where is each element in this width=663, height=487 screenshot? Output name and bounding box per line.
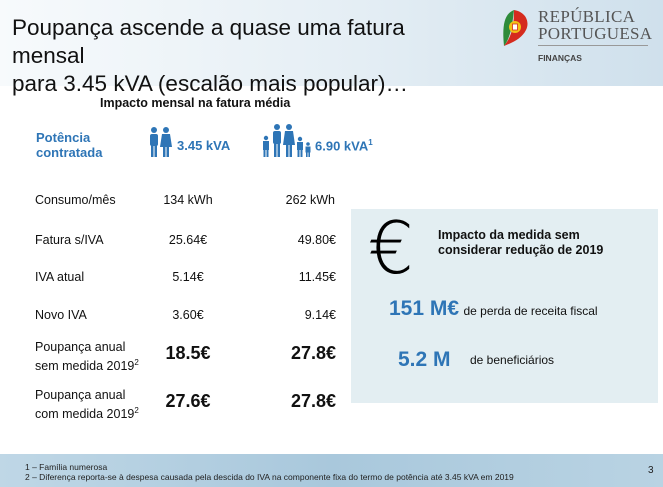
kva-6-90-label: 6.90 kVA1 — [315, 138, 373, 154]
fatura-3-45: 25.64€ — [168, 233, 208, 247]
family-icon — [262, 124, 312, 163]
consumo-3-45: 134 kWh — [163, 193, 213, 207]
iva-atual-3-45: 5.14€ — [172, 270, 204, 284]
slide-header — [0, 0, 663, 86]
row-label-poupanca-sem: Poupança anual sem medida 20192 — [35, 340, 139, 374]
stat-revenue-loss: 151 M€ de perda de receita fiscal — [389, 297, 598, 320]
row-label-consumo: Consumo/mês — [35, 193, 116, 207]
logo-divider — [538, 45, 648, 46]
fatura-6-90: 49.80€ — [297, 233, 336, 247]
panel-title: Impacto da medida sem considerar redução … — [438, 228, 604, 257]
row-label-novo-iva: Novo IVA — [35, 308, 87, 322]
consumo-6-90: 262 kWh — [285, 193, 335, 207]
couple-icon — [147, 127, 173, 164]
logo-text: REPÚBLICA PORTUGUESA — [538, 7, 653, 43]
potencia-label: Potência contratada — [36, 130, 103, 160]
logo-subtitle: FINANÇAS — [538, 53, 582, 63]
row-label-poupanca-com: Poupança anual com medida 20192 — [35, 388, 139, 422]
slide-title: Poupança ascende a quase uma fatura mens… — [12, 14, 472, 98]
title-line-1: Poupança ascende a quase uma fatura mens… — [12, 15, 405, 68]
stat-beneficiaries-value: 5.2 M — [398, 348, 451, 371]
iva-atual-6-90: 11.45€ — [298, 270, 336, 284]
poupanca-com-6-90: 27.8€ — [290, 391, 336, 411]
portugal-emblem-icon — [500, 8, 530, 53]
footer-band — [0, 454, 663, 487]
impact-panel — [351, 209, 658, 403]
footnote-1: 1 – Família numerosa — [25, 462, 108, 472]
footnote-2: 2 – Diferença reporta-se à despesa causa… — [25, 472, 514, 482]
row-label-iva-atual: IVA atual — [35, 270, 85, 284]
title-line-2: para 3.45 kVA (escalão mais popular)… — [12, 71, 409, 96]
euro-icon: € — [368, 206, 414, 290]
poupanca-com-3-45: 27.6€ — [165, 391, 211, 411]
novo-iva-3-45: 3.60€ — [172, 308, 204, 322]
row-label-fatura: Fatura s/IVA — [35, 233, 104, 247]
poupanca-sem-3-45: 18.5€ — [165, 343, 211, 363]
poupanca-sem-6-90: 27.8€ — [290, 343, 336, 363]
novo-iva-6-90: 9.14€ — [304, 308, 336, 322]
stat-beneficiaries-desc: de beneficiários — [470, 353, 555, 367]
table-subtitle: Impacto mensal na fatura média — [100, 96, 291, 110]
kva-3-45-label: 3.45 kVA — [177, 138, 231, 153]
page-number: 3 — [648, 465, 654, 476]
